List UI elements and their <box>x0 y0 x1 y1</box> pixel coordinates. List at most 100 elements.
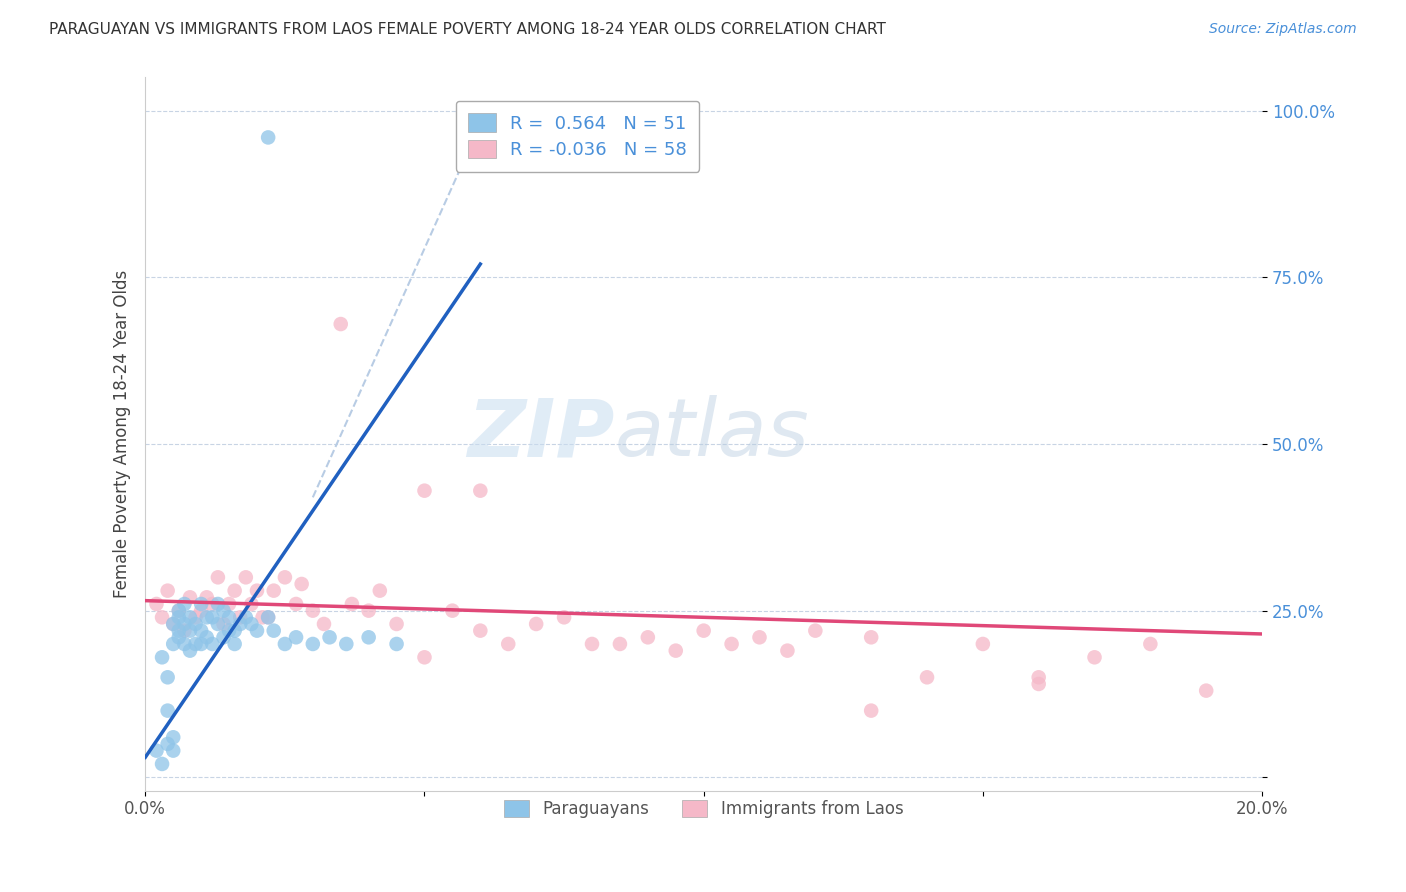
Point <box>212 604 235 618</box>
Point <box>1028 670 1050 684</box>
Point <box>162 731 184 745</box>
Point <box>156 670 179 684</box>
Point <box>224 637 246 651</box>
Point <box>312 617 335 632</box>
Point <box>257 130 280 145</box>
Point <box>692 624 714 638</box>
Point <box>207 597 229 611</box>
Point <box>274 637 297 651</box>
Y-axis label: Female Poverty Among 18-24 Year Olds: Female Poverty Among 18-24 Year Olds <box>114 270 131 599</box>
Point <box>246 583 269 598</box>
Point <box>162 617 184 632</box>
Point <box>179 610 201 624</box>
Point <box>470 624 492 638</box>
Point <box>179 591 201 605</box>
Point <box>335 637 357 651</box>
Point <box>190 604 212 618</box>
Point <box>218 597 240 611</box>
Point <box>301 637 323 651</box>
Point <box>385 617 408 632</box>
Point <box>637 630 659 644</box>
Point <box>860 704 883 718</box>
Point <box>173 637 195 651</box>
Point <box>257 610 280 624</box>
Point <box>357 604 380 618</box>
Point <box>553 610 575 624</box>
Point <box>413 483 436 498</box>
Point <box>162 743 184 757</box>
Point <box>748 630 770 644</box>
Point <box>190 624 212 638</box>
Point <box>167 604 190 618</box>
Point <box>274 570 297 584</box>
Point <box>145 743 167 757</box>
Point <box>184 610 207 624</box>
Point <box>173 617 195 632</box>
Point <box>229 617 252 632</box>
Point <box>173 624 195 638</box>
Point <box>1083 650 1105 665</box>
Text: atlas: atlas <box>614 395 808 473</box>
Point <box>972 637 994 651</box>
Point <box>235 610 257 624</box>
Point <box>340 597 363 611</box>
Point <box>167 630 190 644</box>
Point <box>201 637 224 651</box>
Text: ZIP: ZIP <box>467 395 614 473</box>
Point <box>357 630 380 644</box>
Point <box>720 637 742 651</box>
Point <box>665 643 688 657</box>
Point <box>240 617 263 632</box>
Point <box>207 570 229 584</box>
Point <box>218 624 240 638</box>
Point <box>263 624 285 638</box>
Point <box>368 583 391 598</box>
Point <box>524 617 547 632</box>
Point <box>201 597 224 611</box>
Point <box>224 624 246 638</box>
Point <box>195 610 218 624</box>
Point <box>190 637 212 651</box>
Point <box>581 637 603 651</box>
Point <box>218 610 240 624</box>
Point <box>1028 677 1050 691</box>
Point <box>301 604 323 618</box>
Point <box>195 591 218 605</box>
Point <box>385 637 408 651</box>
Point <box>776 643 799 657</box>
Point <box>207 617 229 632</box>
Point <box>150 650 173 665</box>
Point <box>915 670 938 684</box>
Point <box>156 737 179 751</box>
Point <box>860 630 883 644</box>
Point <box>1195 683 1218 698</box>
Point <box>1139 637 1161 651</box>
Point <box>167 610 190 624</box>
Point <box>609 637 631 651</box>
Point <box>162 617 184 632</box>
Point <box>156 583 179 598</box>
Text: PARAGUAYAN VS IMMIGRANTS FROM LAOS FEMALE POVERTY AMONG 18-24 YEAR OLDS CORRELAT: PARAGUAYAN VS IMMIGRANTS FROM LAOS FEMAL… <box>49 22 886 37</box>
Point <box>162 637 184 651</box>
Point <box>195 630 218 644</box>
Point <box>229 610 252 624</box>
Point <box>257 610 280 624</box>
Point <box>329 317 352 331</box>
Point <box>184 637 207 651</box>
Legend: Paraguayans, Immigrants from Laos: Paraguayans, Immigrants from Laos <box>498 794 910 825</box>
Point <box>190 597 212 611</box>
Point <box>201 610 224 624</box>
Point <box>246 624 269 638</box>
Point <box>156 704 179 718</box>
Point <box>318 630 340 644</box>
Point <box>179 624 201 638</box>
Point <box>173 597 195 611</box>
Point <box>150 756 173 771</box>
Point <box>804 624 827 638</box>
Text: Source: ZipAtlas.com: Source: ZipAtlas.com <box>1209 22 1357 37</box>
Point <box>285 630 308 644</box>
Point <box>145 597 167 611</box>
Point <box>167 624 190 638</box>
Point <box>224 583 246 598</box>
Point <box>167 604 190 618</box>
